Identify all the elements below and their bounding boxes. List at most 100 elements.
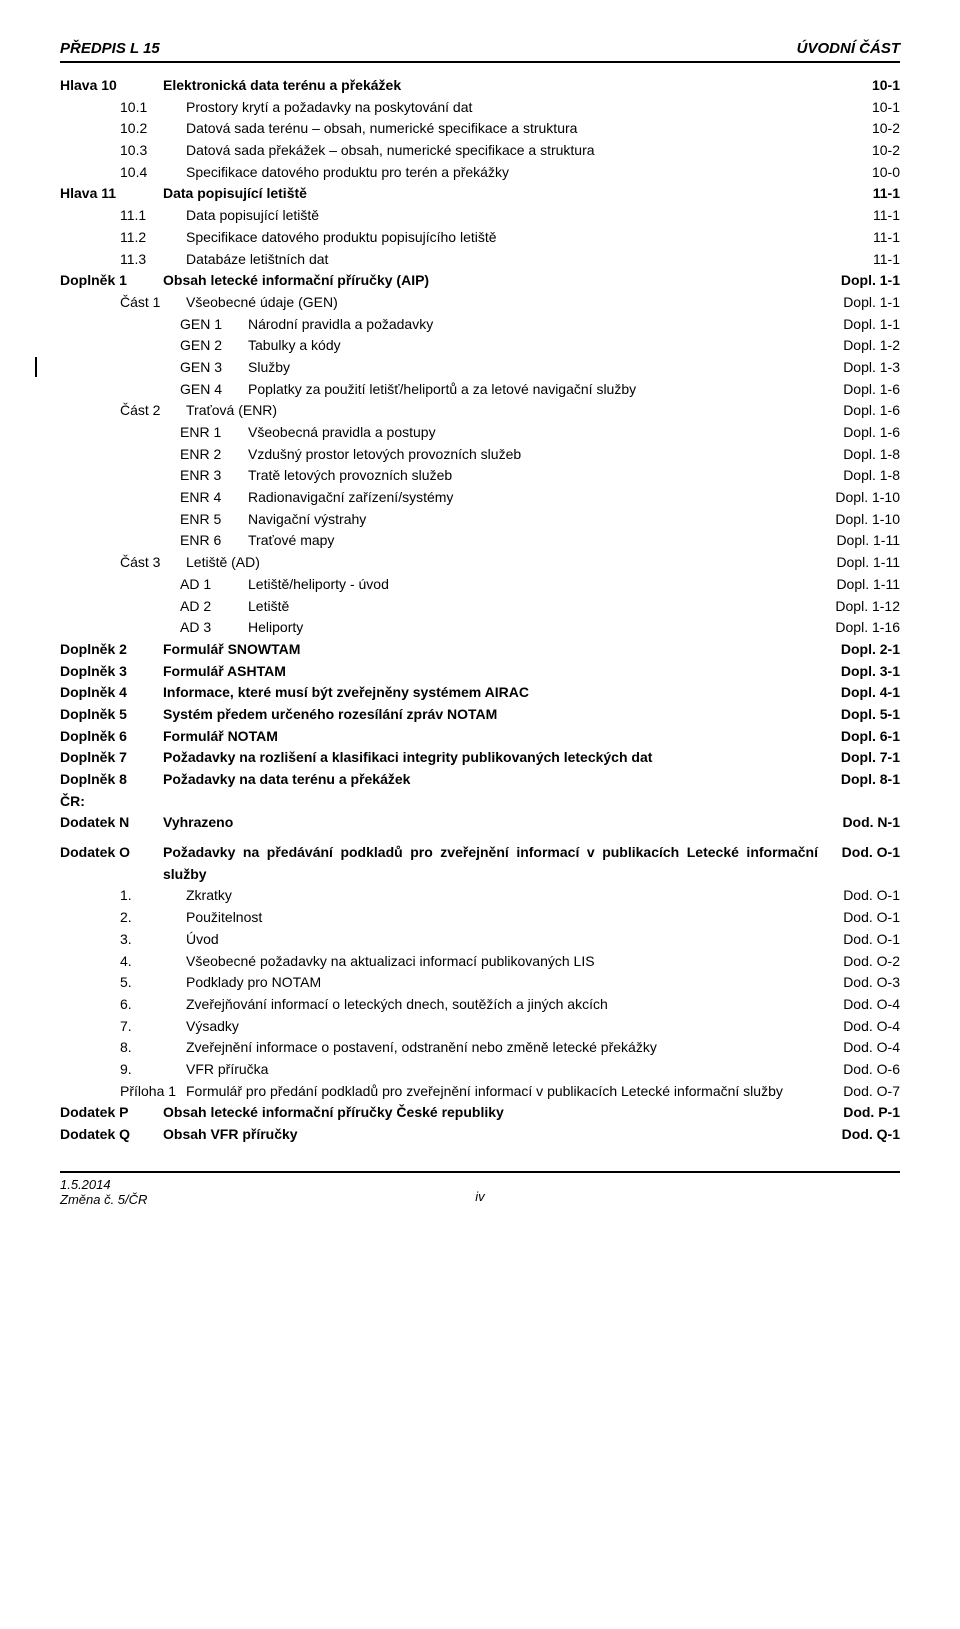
- toc-label: 3.: [120, 929, 186, 951]
- toc-label: AD 3: [180, 617, 248, 639]
- toc-container: Hlava 10Elektronická data terénu a překá…: [60, 75, 900, 1146]
- toc-label: 9.: [120, 1059, 186, 1081]
- toc-row: 11.1Data popisující letiště11-1: [120, 205, 900, 227]
- toc-row: GEN 4Poplatky za použití letišť/heliport…: [180, 379, 900, 401]
- toc-label: GEN 4: [180, 379, 248, 401]
- toc-title: Traťové mapy: [248, 530, 830, 552]
- toc-row: 2.PoužitelnostDod. O-1: [120, 907, 900, 929]
- toc-title: Letiště/heliporty - úvod: [248, 574, 830, 596]
- toc-label: Doplněk 2: [60, 639, 163, 661]
- toc-page: Dod. O-1: [830, 929, 900, 951]
- toc-page: Dopl. 1-16: [830, 617, 900, 639]
- toc-title: Obsah letecké informační příručky (AIP): [163, 270, 830, 292]
- toc-title: Formulář SNOWTAM: [163, 639, 830, 661]
- toc-title: Letiště (AD): [186, 552, 830, 574]
- toc-row: GEN 1Národní pravidla a požadavkyDopl. 1…: [180, 314, 900, 336]
- toc-title: Formulář NOTAM: [163, 726, 830, 748]
- header-right: ÚVODNÍ ČÁST: [797, 40, 900, 57]
- toc-row: Doplněk 7Požadavky na rozlišení a klasif…: [60, 747, 900, 769]
- toc-title: Data popisující letiště: [186, 205, 830, 227]
- toc-page: Dopl. 1-6: [830, 400, 900, 422]
- toc-row: ENR 4Radionavigační zařízení/systémyDopl…: [180, 487, 900, 509]
- toc-title: Požadavky na předávání podkladů pro zveř…: [163, 842, 830, 885]
- toc-row: Doplněk 4Informace, které musí být zveře…: [60, 682, 900, 704]
- toc-title: Systém předem určeného rozesílání zpráv …: [163, 704, 830, 726]
- toc-title: Služby: [248, 357, 830, 379]
- toc-row: Doplněk 3Formulář ASHTAMDopl. 3-1: [60, 661, 900, 683]
- toc-label: 7.: [120, 1016, 186, 1038]
- toc-title: Výsadky: [186, 1016, 830, 1038]
- toc-label: Dodatek N: [60, 812, 163, 834]
- toc-label: Hlava 10: [60, 75, 163, 97]
- toc-row: Příloha 1Formulář pro předání podkladů p…: [120, 1081, 900, 1103]
- toc-row: Dodatek QObsah VFR příručkyDod. Q-1: [60, 1124, 900, 1146]
- toc-label: 6.: [120, 994, 186, 1016]
- toc-label: GEN 3: [180, 357, 248, 379]
- toc-page: Dopl. 1-11: [830, 552, 900, 574]
- toc-title: Obsah VFR příručky: [163, 1124, 830, 1146]
- toc-page: Dopl. 1-1: [830, 270, 900, 292]
- toc-label: Doplněk 3: [60, 661, 163, 683]
- toc-row: ČR:: [60, 791, 900, 813]
- toc-page: 11-1: [830, 205, 900, 227]
- toc-title: Obsah letecké informační příručky České …: [163, 1102, 830, 1124]
- toc-page: Dod. O-1: [830, 842, 900, 864]
- toc-row: 7.VýsadkyDod. O-4: [120, 1016, 900, 1038]
- toc-row: Doplněk 8Požadavky na data terénu a přek…: [60, 769, 900, 791]
- toc-row: Dodatek OPožadavky na předávání podkladů…: [60, 842, 900, 885]
- toc-label: Doplněk 4: [60, 682, 163, 704]
- toc-label: Doplněk 8: [60, 769, 163, 791]
- toc-label: Příloha 1: [120, 1081, 186, 1103]
- toc-page: Dod. O-7: [830, 1081, 900, 1103]
- toc-title: Radionavigační zařízení/systémy: [248, 487, 830, 509]
- toc-label: GEN 1: [180, 314, 248, 336]
- toc-title: Požadavky na rozlišení a klasifikaci int…: [163, 747, 830, 769]
- toc-label: Dodatek P: [60, 1102, 163, 1124]
- toc-row: Dodatek NVyhrazenoDod. N-1: [60, 812, 900, 834]
- toc-label: 11.3: [120, 249, 186, 271]
- toc-page: 10-2: [830, 118, 900, 140]
- toc-page: Dod. P-1: [830, 1102, 900, 1124]
- toc-page: 11-1: [830, 183, 900, 205]
- toc-row: 1.ZkratkyDod. O-1: [120, 885, 900, 907]
- toc-label: 8.: [120, 1037, 186, 1059]
- toc-row: 4.Všeobecné požadavky na aktualizaci inf…: [120, 951, 900, 973]
- toc-page: 11-1: [830, 249, 900, 271]
- toc-label: Část 3: [120, 552, 186, 574]
- toc-row: ENR 6Traťové mapyDopl. 1-11: [180, 530, 900, 552]
- toc-label: ENR 6: [180, 530, 248, 552]
- toc-row: Část 3Letiště (AD)Dopl. 1-11: [120, 552, 900, 574]
- toc-row: ENR 2Vzdušný prostor letových provozních…: [180, 444, 900, 466]
- toc-page: Dopl. 1-11: [830, 574, 900, 596]
- toc-page: 10-1: [830, 75, 900, 97]
- toc-row: Doplněk 2Formulář SNOWTAMDopl. 2-1: [60, 639, 900, 661]
- toc-label: 2.: [120, 907, 186, 929]
- toc-page: Dod. O-6: [830, 1059, 900, 1081]
- toc-page: Dopl. 1-1: [830, 314, 900, 336]
- toc-row: 10.3Datová sada překážek – obsah, numeri…: [120, 140, 900, 162]
- toc-label: ENR 2: [180, 444, 248, 466]
- toc-row: 8.Zveřejnění informace o postavení, odst…: [120, 1037, 900, 1059]
- toc-label: 10.1: [120, 97, 186, 119]
- toc-page: Dopl. 1-2: [830, 335, 900, 357]
- toc-title: Všeobecné požadavky na aktualizaci infor…: [186, 951, 830, 973]
- toc-row: AD 1Letiště/heliporty - úvodDopl. 1-11: [180, 574, 900, 596]
- toc-label: Doplněk 7: [60, 747, 163, 769]
- toc-label: 11.2: [120, 227, 186, 249]
- toc-row: 5.Podklady pro NOTAMDod. O-3: [120, 972, 900, 994]
- toc-title: VFR příručka: [186, 1059, 830, 1081]
- toc-page: 10-0: [830, 162, 900, 184]
- toc-page: Dopl. 1-8: [830, 465, 900, 487]
- toc-title: Elektronická data terénu a překážek: [163, 75, 830, 97]
- toc-row: AD 2LetištěDopl. 1-12: [180, 596, 900, 618]
- toc-page: Dopl. 1-6: [830, 379, 900, 401]
- toc-page: Dod. O-3: [830, 972, 900, 994]
- toc-row: 10.1Prostory krytí a požadavky na poskyt…: [120, 97, 900, 119]
- toc-row: 3.ÚvodDod. O-1: [120, 929, 900, 951]
- toc-page: Dopl. 1-11: [830, 530, 900, 552]
- toc-label: AD 1: [180, 574, 248, 596]
- toc-label: Část 1: [120, 292, 186, 314]
- page-header: PŘEDPIS L 15 ÚVODNÍ ČÁST: [60, 40, 900, 63]
- toc-page: 10-1: [830, 97, 900, 119]
- toc-title: Databáze letištních dat: [186, 249, 830, 271]
